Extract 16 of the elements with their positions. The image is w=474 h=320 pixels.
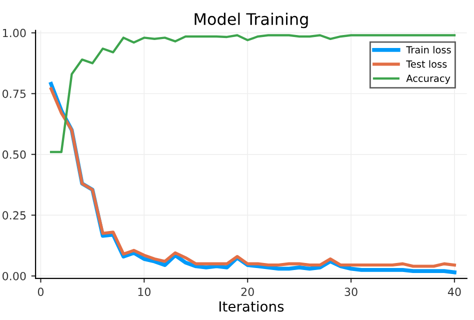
y-tick-label: 0.75: [2, 90, 26, 98]
chart-title: Model Training: [194, 12, 308, 28]
x-tick-label: 0: [38, 288, 44, 296]
x-tick-label: 40: [448, 288, 461, 296]
x-tick-label: 20: [241, 288, 254, 296]
line-series: [50, 34, 456, 154]
x-tick-label: 30: [344, 288, 358, 296]
legend-label: Accuracy: [406, 74, 450, 84]
legend-label: Train loss: [406, 46, 451, 54]
x-axis-title: Iterations: [220, 300, 284, 312]
y-tick-label: 1.00: [3, 28, 26, 38]
y-tick-label: 0.50: [2, 150, 26, 159]
y-tick-label: 0.00: [2, 272, 26, 280]
legend-label: Test loss: [406, 60, 447, 68]
x-tick-label: 10: [138, 288, 150, 296]
y-tick-label: 0.25: [2, 211, 26, 220]
